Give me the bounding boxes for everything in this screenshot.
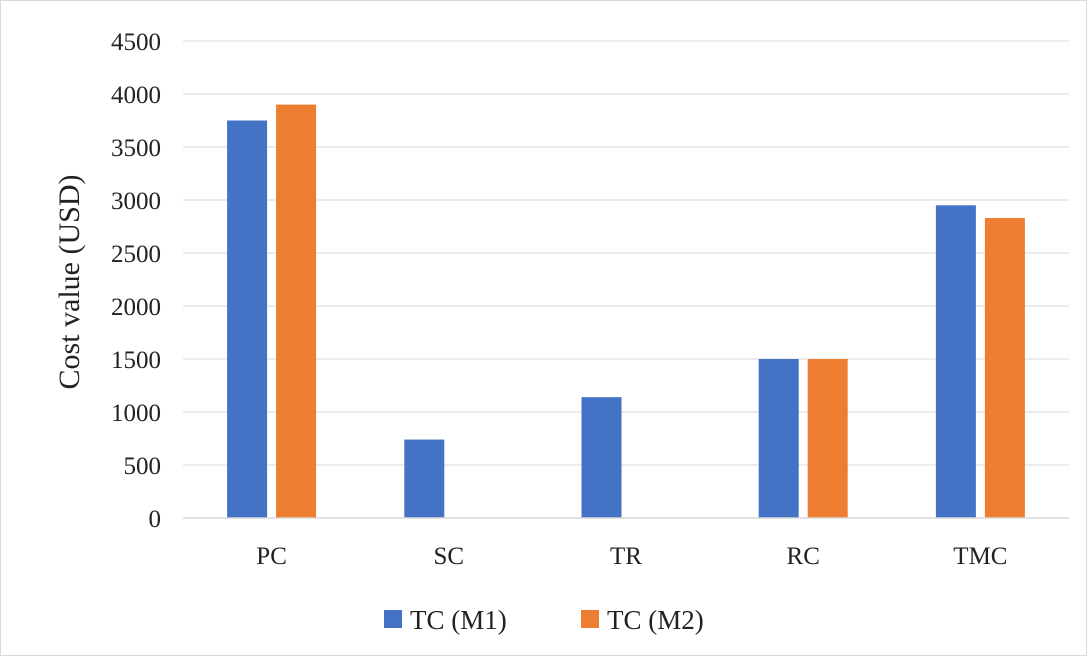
y-axis-title: Cost value (USD) (53, 175, 86, 390)
y-tick-label: 2500 (111, 241, 161, 268)
legend-label: TC (M2) (607, 605, 704, 635)
y-tick-label: 1500 (111, 347, 161, 374)
y-tick-label: 3500 (111, 135, 161, 162)
x-tick-label: RC (787, 543, 820, 570)
y-tick-label: 500 (124, 453, 162, 480)
bar-tmc-series-1 (935, 205, 976, 519)
bar-sc-series-1 (404, 439, 445, 518)
bar-rc-series-1 (758, 359, 799, 518)
y-tick-label: 0 (149, 506, 162, 533)
bar-pc-series-2 (276, 104, 317, 518)
y-tick-label: 1000 (111, 400, 161, 427)
bar-tr-series-1 (581, 397, 622, 518)
bar-rc-series-2 (807, 359, 848, 518)
y-axis-tick-labels: 0 500 1000 1500 2000 2500 3000 3500 4000 4500 (111, 29, 161, 533)
legend-swatch (581, 610, 599, 628)
y-tick-label: 2000 (111, 294, 161, 321)
bars (227, 104, 1025, 519)
y-tick-label: 4000 (111, 82, 161, 109)
x-tick-label: TMC (953, 543, 1007, 570)
x-tick-label: PC (256, 543, 287, 570)
legend: TC (M1) TC (M2) (384, 605, 704, 635)
legend-label: TC (M1) (410, 605, 507, 635)
gridlines (183, 40, 1069, 466)
y-tick-label: 4500 (111, 29, 161, 56)
legend-swatch (384, 610, 402, 628)
bar-pc-series-1 (227, 120, 268, 518)
x-tick-label: SC (434, 543, 465, 570)
x-axis-tick-labels: PC SC TR RC TMC (256, 543, 1007, 570)
bar-tmc-series-2 (984, 218, 1025, 518)
y-tick-label: 3000 (111, 188, 161, 215)
x-tick-label: TR (610, 543, 642, 570)
